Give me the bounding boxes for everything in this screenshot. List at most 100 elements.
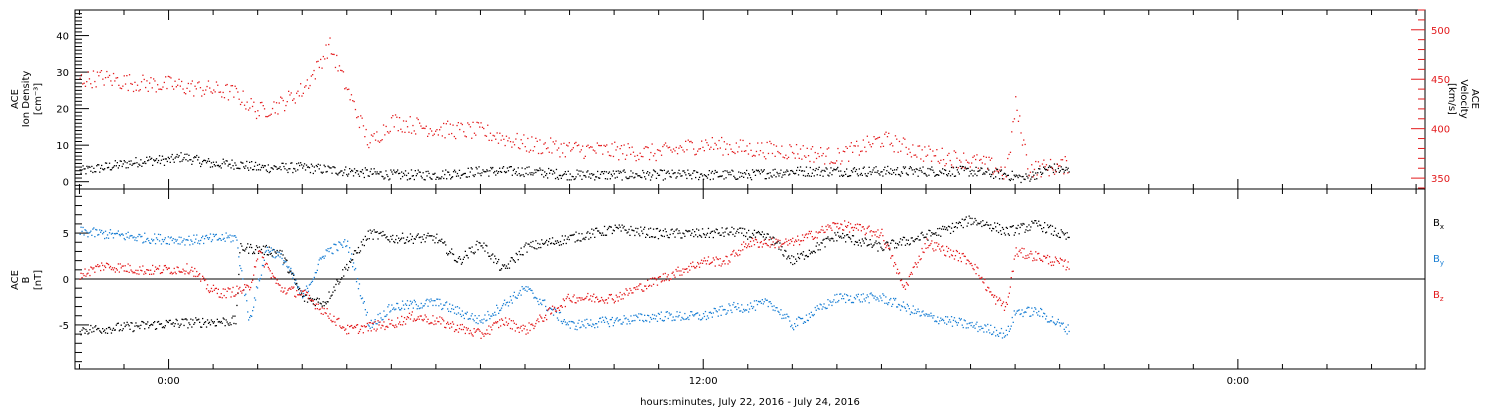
bx-data-point [218,320,220,323]
bx-data-point [80,334,82,336]
by-data-point [801,317,804,320]
by-data-point [904,307,907,309]
by-data-point [445,302,447,304]
red-data-point [205,89,207,91]
by-data-point [923,313,925,316]
bz-data-point [86,273,88,275]
by-data-point [743,308,745,311]
bx-data-point [493,261,495,264]
black-data-point [89,166,91,168]
black-data-point [689,174,691,177]
red-data-point [672,148,675,150]
by-data-point [538,303,540,306]
bz-data-point [989,291,991,293]
bx-data-point [659,229,661,231]
by-data-point [133,236,135,238]
black-data-point [653,170,656,172]
red-data-point [354,108,357,111]
bx-data-point [161,326,164,329]
bz-data-point [150,269,152,271]
black-data-point [652,169,655,171]
black-data-point [239,167,241,170]
bx-data-point [496,262,498,265]
black-data-point [611,175,613,177]
bz-data-point [425,316,427,318]
bx-data-point [392,234,394,237]
black-data-point [524,168,526,170]
bz-data-point [763,239,765,241]
bz-data-point [129,264,131,267]
bz-data-point [945,255,947,257]
bz-data-point [198,274,200,276]
bz-data-point [1011,270,1013,273]
by-data-point [1027,306,1029,308]
black-data-point [431,178,433,180]
bx-data-point [405,239,408,241]
red-data-point [976,154,978,156]
bx-data-point [566,238,568,240]
bz-data-point [508,318,511,320]
bz-data-point [158,265,161,267]
red-data-point [187,82,189,85]
black-data-point [164,158,166,160]
black-data-point [298,162,300,164]
bz-data-point [1050,264,1053,267]
bz-data-point [352,327,355,329]
bz-data-point [792,237,794,239]
red-data-point [578,144,580,146]
bz-data-point [542,320,544,322]
by-data-point [114,233,116,235]
black-data-point [384,177,386,179]
bz-data-point [190,269,192,271]
black-data-point [1047,166,1050,169]
black-data-point [697,171,699,174]
bx-data-point [596,227,598,229]
red-data-point [622,153,624,155]
black-data-point [502,166,505,168]
red-data-point [892,145,894,147]
bz-data-point [555,310,558,312]
red-data-point [124,83,127,85]
by-data-point [477,322,479,325]
by-data-point [169,237,171,239]
bz-data-point [473,328,475,330]
bz-data-point [940,250,942,252]
black-data-point [220,167,222,169]
by-data-point [944,322,946,324]
bz-data-point [774,247,776,249]
bx-data-point [171,323,173,325]
bz-data-point [459,324,462,326]
by-data-point [661,319,663,321]
bx-data-point [380,231,382,234]
bz-data-point [905,281,908,284]
red-data-point [872,143,874,145]
black-data-point [256,164,259,166]
bx-data-point [347,269,349,271]
by-data-point [814,306,816,309]
bz-data-point [486,329,488,331]
black-data-point [339,171,341,173]
red-data-point [545,148,548,150]
bx-data-point [744,228,746,230]
by-data-point [363,301,365,303]
black-data-point [843,174,845,177]
bz-data-point [1003,309,1006,311]
red-data-point [286,101,288,103]
bz-data-point [638,285,640,287]
by-data-point [917,308,919,310]
red-data-point [511,146,513,148]
bz-data-point [554,310,557,312]
bx-data-point [923,236,925,239]
black-data-point [255,169,258,171]
bx-data-point [497,261,499,263]
red-data-point [413,130,415,132]
by-data-point [748,311,750,313]
bz-data-point [384,328,386,331]
by-data-point [275,256,277,258]
bx-data-point [258,246,261,248]
bz-data-point [631,292,633,294]
black-data-point [644,176,646,178]
by-data-point [623,315,625,317]
bz-data-point [181,271,183,273]
by-data-point [356,278,359,280]
